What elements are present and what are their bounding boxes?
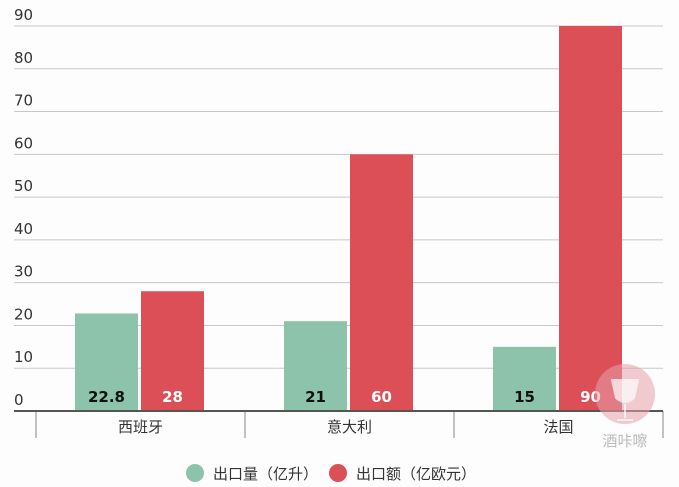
y-tick-label: 0: [14, 391, 24, 409]
legend-label: 出口额（亿欧元）: [356, 465, 476, 483]
y-tick-label: 10: [14, 348, 33, 366]
legend-marker: [186, 464, 204, 482]
legend-label: 出口量（亿升）: [213, 465, 318, 483]
y-tick-label: 90: [14, 6, 33, 24]
data-label: 22.8: [88, 388, 125, 406]
data-label: 60: [371, 388, 392, 406]
y-tick-label: 40: [14, 220, 33, 238]
y-tick-label: 50: [14, 177, 33, 195]
bar-volume: [493, 346, 556, 411]
bar-value: [350, 154, 413, 412]
data-label: 28: [162, 388, 183, 406]
y-tick-label: 70: [14, 92, 33, 110]
legend-marker: [329, 464, 347, 482]
bar-volume: [75, 313, 138, 411]
wine-glass-icon: [610, 379, 640, 421]
x-tick-label: 西班牙: [118, 418, 163, 436]
bar-value: [141, 291, 204, 411]
y-tick-label: 80: [14, 49, 33, 67]
bar-value: [559, 26, 622, 411]
data-label: 15: [514, 388, 535, 406]
y-tick-label: 30: [14, 263, 33, 281]
watermark-text: 酒咔嚓: [602, 432, 647, 450]
data-label: 21: [305, 388, 326, 406]
x-tick-label: 法国: [543, 418, 573, 436]
bar-volume: [284, 321, 347, 411]
y-tick-label: 20: [14, 305, 33, 323]
y-tick-label: 60: [14, 134, 33, 152]
x-tick-label: 意大利: [327, 418, 372, 436]
